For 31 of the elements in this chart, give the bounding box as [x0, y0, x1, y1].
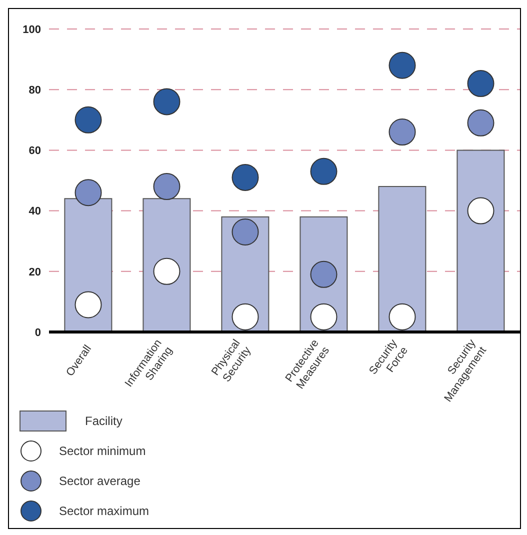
legend-label: Sector average	[59, 474, 140, 488]
point	[232, 164, 259, 191]
point	[310, 303, 338, 330]
point	[467, 70, 494, 98]
point	[467, 197, 494, 224]
y-tick-label: 60	[28, 145, 41, 158]
point	[388, 118, 416, 146]
legend-label: Sector maximum	[59, 504, 150, 518]
point	[310, 260, 338, 288]
point	[232, 303, 259, 330]
y-tick-label: 80	[28, 84, 41, 97]
point	[74, 291, 102, 318]
bar	[456, 150, 505, 332]
legend-label: Facility	[85, 414, 122, 428]
point	[310, 158, 338, 185]
y-tick-label: 20	[28, 266, 41, 278]
y-tick-label: 100	[22, 24, 41, 36]
legend-label: Sector minimum	[59, 444, 146, 458]
y-tick-label: 0	[34, 326, 41, 339]
y-tick-label: 40	[28, 206, 41, 218]
bar	[142, 198, 191, 332]
point	[388, 52, 416, 79]
point	[153, 88, 180, 116]
point	[153, 173, 180, 200]
point	[232, 218, 259, 246]
point	[467, 109, 494, 136]
point	[74, 106, 102, 134]
bar	[378, 186, 426, 332]
point	[153, 258, 180, 285]
point	[74, 179, 102, 206]
point	[388, 303, 416, 330]
